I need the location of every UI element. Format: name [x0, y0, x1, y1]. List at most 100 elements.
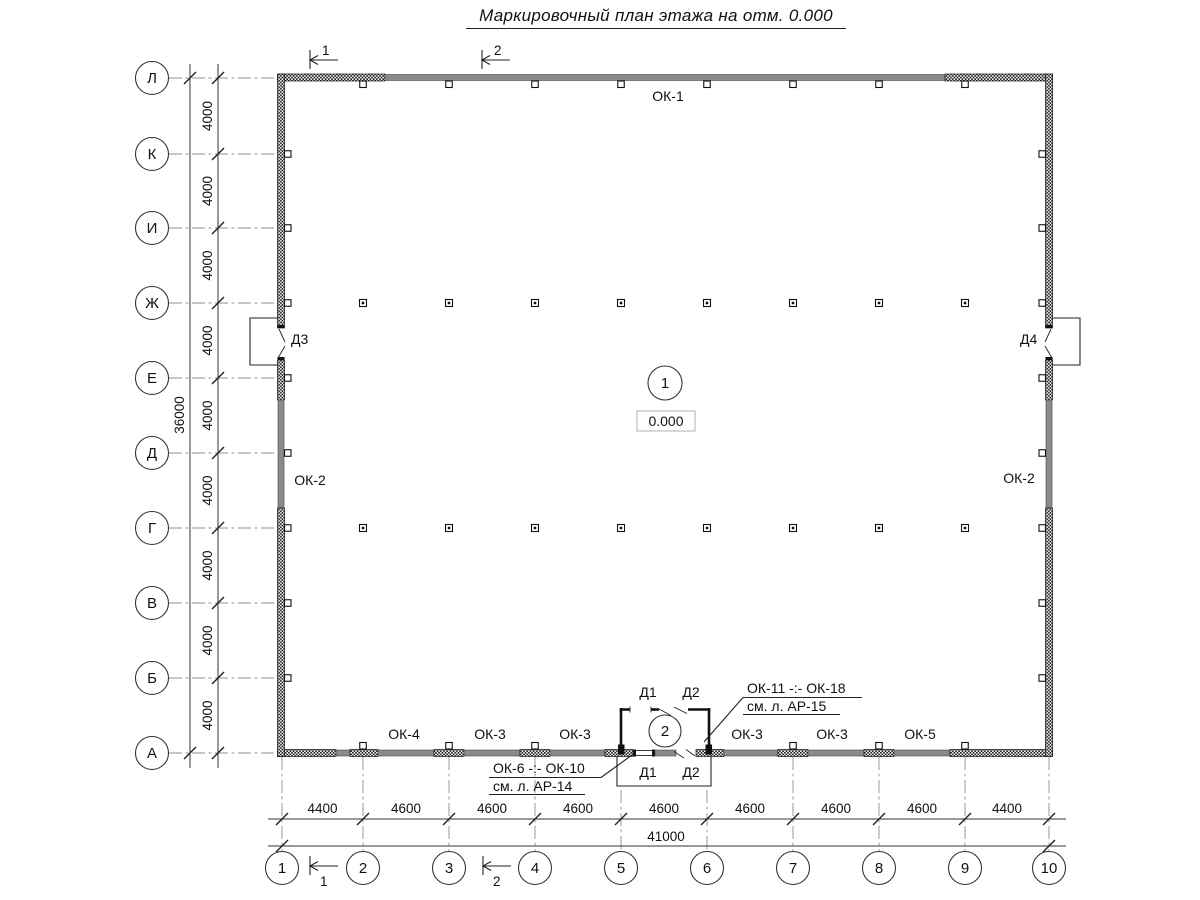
column-grid-lines [281, 757, 1050, 851]
window-label: ОК-1 [652, 88, 684, 104]
dim-label: 4600 [477, 801, 507, 816]
section-label: 1 [322, 43, 330, 58]
section-label: 2 [494, 43, 502, 58]
wall-bottom [277, 749, 1053, 759]
window-strip-ok2-right [1045, 399, 1053, 509]
note-ref: ОК-6 -:- ОК-10 [493, 760, 585, 776]
bottom-dimension-labels: 4400 4600 4600 4600 4600 4600 4600 4600 … [307, 801, 1022, 844]
column-axis-label: 10 [1041, 860, 1058, 877]
section-mark-top-2: 2 [480, 43, 510, 69]
row-axis-label: Ж [145, 295, 159, 312]
column-axis-bubbles: 1 2 3 4 5 6 7 8 9 10 [264, 850, 1067, 886]
window-strip-ok1 [384, 74, 946, 81]
row-axis-label: И [147, 220, 158, 237]
left-dimension-labels: 4000 4000 4000 4000 4000 4000 4000 4000 … [172, 101, 215, 731]
section-label: 1 [320, 874, 328, 889]
dim-label: 4000 [200, 700, 215, 730]
dim-label: 4600 [391, 801, 421, 816]
dim-total-label: 36000 [172, 396, 187, 434]
window-label: ОК-2 [294, 472, 326, 488]
note-leader-line [600, 754, 633, 778]
room-marker-number: 1 [661, 375, 669, 392]
elevation-box [636, 410, 696, 432]
window-labels: ОК-1 ОК-2 ОК-2 ОК-4 ОК-3 ОК-3 ОК-3 ОК-3 … [294, 88, 1035, 742]
section-mark-bottom-2: 2 [481, 856, 511, 889]
bottom-dimension-lines [268, 818, 1066, 847]
window-strip-ok2-left [277, 399, 285, 509]
row-axis-label: Б [147, 670, 157, 687]
window-label: ОК-2 [1003, 470, 1035, 486]
dim-total-label: 41000 [647, 829, 685, 844]
entrance-tambour: 2 Д1 Д2 [618, 684, 712, 755]
window-label: ОК-5 [904, 726, 936, 742]
column-axis-label: 5 [617, 860, 625, 877]
dim-label: 4400 [307, 801, 337, 816]
dim-label: 4000 [200, 176, 215, 206]
dim-label: 4000 [200, 250, 215, 280]
room-marker-main: 1 0.000 [636, 365, 696, 432]
row-axis-label: Д [147, 445, 157, 462]
dim-label: 4600 [735, 801, 765, 816]
wall-top [277, 73, 1053, 82]
note-ok6-ok10: ОК-6 -:- ОК-10 см. л. АР-14 [489, 754, 633, 796]
section-mark-top-1: 1 [308, 43, 338, 69]
note-see: см. л. АР-14 [493, 778, 572, 794]
column-axis-label: 6 [703, 860, 711, 877]
internal-columns [358, 298, 970, 533]
row-axis-label: А [147, 745, 157, 762]
note-ok11-ok18: ОК-11 -:- ОК-18 см. л. АР-15 [703, 680, 862, 743]
column-axis-label: 4 [531, 860, 539, 877]
dim-label: 4600 [563, 801, 593, 816]
dim-label: 4000 [200, 625, 215, 655]
door-label: Д3 [291, 331, 308, 347]
column-axis-label: 7 [789, 860, 797, 877]
row-axis-label: Е [147, 370, 157, 387]
window-label: ОК-3 [474, 726, 506, 742]
left-dimension-ticks [183, 71, 225, 760]
bottom-dimension-ticks [275, 812, 1056, 853]
column-axis-label: 1 [278, 860, 286, 877]
entrance-porch: Д1 Д2 [616, 756, 712, 787]
note-ref: ОК-11 -:- ОК-18 [747, 680, 846, 696]
door-label: Д2 [682, 764, 699, 780]
door-left-d3: Д3 [249, 317, 308, 366]
section-mark-bottom-1: 1 [308, 856, 338, 889]
window-label: ОК-3 [731, 726, 763, 742]
dim-label: 4000 [200, 475, 215, 505]
section-label: 2 [493, 874, 501, 889]
row-axis-label: Л [147, 70, 157, 87]
wall-right [1045, 73, 1053, 757]
column-axis-label: 8 [875, 860, 883, 877]
dim-label: 4600 [821, 801, 851, 816]
elevation-value: 0.000 [648, 413, 683, 429]
row-grid-lines [169, 77, 277, 754]
room-marker-number: 2 [661, 723, 669, 740]
row-axis-bubbles: Л К И Ж Е Д Г В Б А [134, 60, 170, 771]
window-label: ОК-3 [816, 726, 848, 742]
room-marker-circle [648, 714, 682, 748]
wall-pilasters [283, 80, 1047, 750]
dim-label: 4000 [200, 400, 215, 430]
dim-label: 4000 [200, 550, 215, 580]
window-label: ОК-4 [388, 726, 420, 742]
door-label: Д4 [1020, 331, 1037, 347]
drawing-title: Маркировочный план этажа на отм. 0.000 [479, 6, 833, 25]
wall-left [277, 73, 285, 757]
row-axis-label: В [147, 595, 157, 612]
door-right-d4: Д4 [1020, 317, 1081, 366]
note-leader-line [703, 697, 744, 743]
left-dimension-lines [189, 64, 219, 768]
dim-label: 4000 [200, 101, 215, 131]
window-label: ОК-3 [559, 726, 591, 742]
column-axis-label: 3 [445, 860, 453, 877]
row-axis-label: Г [148, 520, 156, 537]
row-axis-label: К [148, 146, 157, 163]
column-axis-label: 9 [961, 860, 969, 877]
door-label: Д1 [639, 764, 656, 780]
column-axis-label: 2 [359, 860, 367, 877]
note-see: см. л. АР-15 [747, 698, 826, 714]
dim-label: 4600 [907, 801, 937, 816]
dim-label: 4600 [649, 801, 679, 816]
door-label: Д2 [682, 684, 699, 700]
